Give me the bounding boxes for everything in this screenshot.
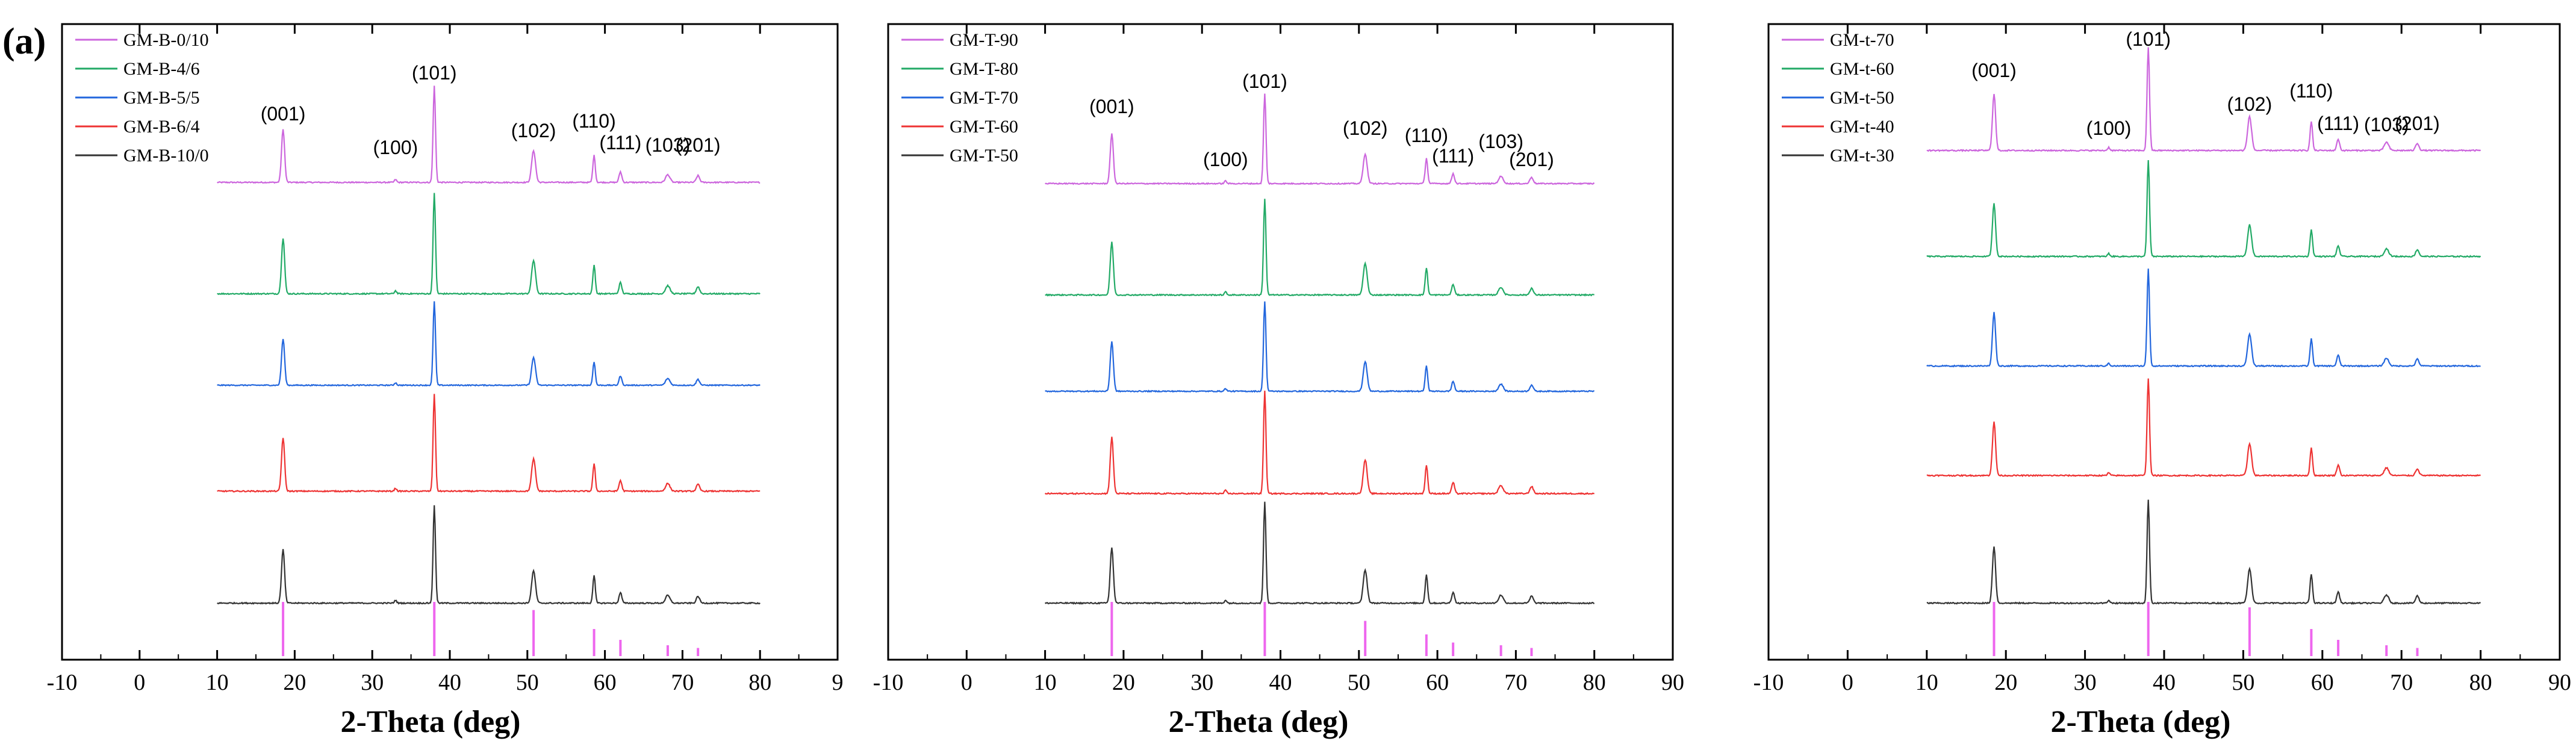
x-tick-label: 40 bbox=[1269, 670, 1292, 695]
x-tick-label: 60 bbox=[2311, 670, 2334, 695]
series-line-1 bbox=[217, 85, 761, 184]
x-tick-label: 30 bbox=[361, 670, 384, 695]
series-line-5 bbox=[1044, 501, 1595, 605]
chart-panel-3: -10 0 10 20 30 40 50 60 70 80 90 2-Theta (deg) (001)… bbox=[1753, 23, 2571, 739]
peak-label: (111) bbox=[599, 132, 641, 153]
series-line-1 bbox=[1926, 47, 2481, 153]
series-line-4 bbox=[217, 394, 761, 493]
peak-label: (110) bbox=[2289, 80, 2333, 102]
x-tick-label: 20 bbox=[1994, 670, 2017, 695]
x-tick-label: -10 bbox=[47, 670, 78, 695]
x-tick-label: 70 bbox=[2390, 670, 2413, 695]
legend-label: GM-T-60 bbox=[950, 117, 1018, 137]
peak-label: (001) bbox=[1971, 60, 2017, 81]
legend-label: GM-B-4/6 bbox=[123, 59, 200, 79]
legend-label: GM-t-70 bbox=[1830, 30, 1894, 50]
series-line-5 bbox=[1926, 500, 2481, 605]
x-tick-label: 30 bbox=[1190, 670, 1213, 695]
peak-label: (110) bbox=[1405, 125, 1448, 146]
series-line-3 bbox=[217, 301, 761, 387]
peak-label: (102) bbox=[2227, 93, 2273, 115]
x-tick-label: 30 bbox=[2074, 670, 2097, 695]
series-line-4 bbox=[1926, 378, 2481, 477]
series-line-2 bbox=[217, 193, 761, 296]
figure-label: (a) bbox=[2, 21, 46, 62]
legend-label: GM-t-40 bbox=[1830, 117, 1894, 137]
peak-label: (101) bbox=[2126, 28, 2171, 50]
series-line-2 bbox=[1045, 199, 1594, 297]
legend-label: GM-t-30 bbox=[1830, 146, 1894, 166]
x-tick-label: 40 bbox=[438, 670, 461, 695]
legend-label: GM-t-60 bbox=[1830, 59, 1894, 79]
peak-label: (101) bbox=[412, 62, 457, 84]
x-tick-label: -10 bbox=[1753, 670, 1784, 695]
x-tick-label: 20 bbox=[283, 670, 306, 695]
peak-label: (201) bbox=[1509, 149, 1554, 170]
x-axis-label: 2-Theta (deg) bbox=[1169, 705, 1349, 739]
x-tick-label: 0 bbox=[1842, 670, 1853, 695]
legend-label: GM-T-50 bbox=[950, 146, 1018, 166]
legend-label: GM-B-0/10 bbox=[123, 30, 209, 50]
x-tick-label: 20 bbox=[1112, 670, 1135, 695]
peak-label: (102) bbox=[511, 120, 556, 141]
peak-label: (100) bbox=[2086, 117, 2132, 139]
x-tick-label: 40 bbox=[2153, 670, 2176, 695]
x-tick-label: 50 bbox=[516, 670, 539, 695]
series-line-2 bbox=[1926, 160, 2481, 258]
legend-label: GM-B-5/5 bbox=[123, 88, 200, 108]
x-tick-label: 0 bbox=[134, 670, 145, 695]
x-tick-label: 90 bbox=[1661, 670, 1684, 695]
peak-label: (111) bbox=[1432, 145, 1474, 167]
peak-label: (100) bbox=[373, 137, 418, 158]
peak-label: (110) bbox=[572, 110, 615, 132]
legend-label: GM-B-10/0 bbox=[123, 146, 209, 166]
peak-label: (201) bbox=[2395, 113, 2440, 134]
series-line-4 bbox=[1044, 391, 1594, 495]
peak-label: (001) bbox=[261, 103, 306, 125]
peak-label: (201) bbox=[676, 134, 721, 156]
chart-panel-2: -10 0 10 20 30 40 50 60 70 80 90 2-Theta (deg) (001)… bbox=[873, 23, 1684, 739]
x-tick-label: 10 bbox=[1915, 670, 1938, 695]
x-tick-label: -10 bbox=[873, 670, 904, 695]
legend-label: GM-T-70 bbox=[950, 88, 1018, 108]
series-line-3 bbox=[1926, 268, 2481, 368]
legend-label: GM-T-80 bbox=[950, 59, 1018, 79]
legend-label: GM-t-50 bbox=[1830, 88, 1894, 108]
peak-label: (103) bbox=[2364, 114, 2409, 135]
peak-label: (111) bbox=[2317, 113, 2359, 134]
legend-label: GM-T-90 bbox=[950, 30, 1018, 50]
x-tick-label: 70 bbox=[1504, 670, 1527, 695]
x-tick-label: 60 bbox=[1426, 670, 1449, 695]
x-tick-label: 80 bbox=[748, 670, 771, 695]
x-tick-label: 50 bbox=[2232, 670, 2254, 695]
series-line-3 bbox=[1045, 301, 1594, 393]
x-tick-label: 90 bbox=[2548, 670, 2571, 695]
series-line-5 bbox=[217, 505, 761, 605]
x-tick-label: 80 bbox=[1583, 670, 1606, 695]
x-tick-label: 50 bbox=[1348, 670, 1370, 695]
x-tick-label: 80 bbox=[2469, 670, 2492, 695]
peak-label: (103) bbox=[1478, 131, 1523, 152]
peak-label: (100) bbox=[1203, 149, 1248, 170]
x-axis-label: 2-Theta (deg) bbox=[2051, 705, 2231, 739]
legend-label: GM-B-6/4 bbox=[123, 117, 200, 137]
peak-label: (103) bbox=[646, 134, 691, 156]
peak-label: (101) bbox=[1242, 70, 1287, 92]
x-tick-label: 0 bbox=[961, 670, 972, 695]
x-tick-label: 60 bbox=[594, 670, 617, 695]
x-tick-label: 9 bbox=[832, 670, 844, 695]
peak-label: (001) bbox=[1089, 96, 1134, 117]
chart-panel-1: -10 0 10 20 30 40 50 60 70 80 9 2-Theta (deg) (001) (… bbox=[47, 23, 844, 739]
x-tick-label: 70 bbox=[671, 670, 694, 695]
series-line-1 bbox=[1045, 93, 1595, 185]
x-axis-label: 2-Theta (deg) bbox=[341, 705, 521, 739]
peak-label: (102) bbox=[1343, 117, 1388, 139]
x-tick-label: 10 bbox=[206, 670, 229, 695]
x-tick-label: 10 bbox=[1034, 670, 1057, 695]
